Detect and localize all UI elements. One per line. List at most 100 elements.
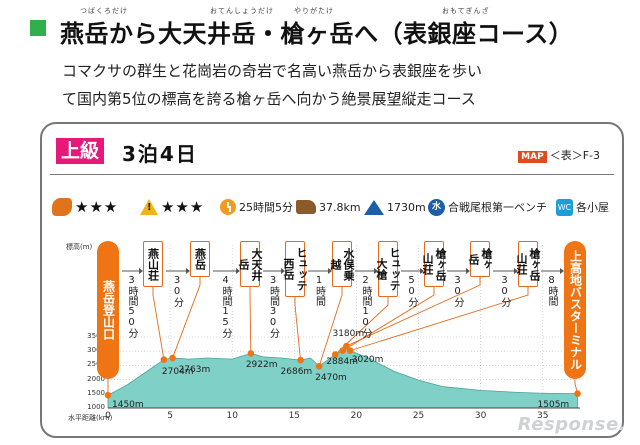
difficulty-stat: ★★★	[140, 196, 204, 218]
leg-time-label: 2時間10分	[360, 275, 371, 338]
stamina-stars: ★★★	[75, 198, 119, 216]
elevation-label: 1505m	[537, 399, 570, 410]
map-ref-text: ＜表＞F-3	[549, 149, 600, 162]
elevation-value: 1730m	[387, 200, 426, 214]
elevation-label: 2922m	[245, 360, 278, 371]
section-marker-icon	[30, 20, 46, 36]
y-tick-label: 1000	[87, 403, 105, 411]
waypoint-dot	[315, 362, 323, 370]
watermark: Response.	[517, 414, 626, 435]
elevation-label: 2884m	[326, 357, 358, 368]
y-axis-title: 標高(m)	[66, 243, 93, 251]
toilet-stat: WC 各小屋	[556, 196, 609, 218]
ruby-omotenginza: おもてぎんざ	[442, 7, 490, 15]
leader-line	[342, 287, 435, 352]
waypoint-dot	[160, 356, 168, 363]
waypoint-dot	[104, 391, 112, 399]
y-tick-label: 2000	[87, 374, 105, 383]
leg-time-label: 30分	[499, 275, 510, 307]
waypoint-dot	[332, 351, 339, 358]
stamina-stat: ★★★	[52, 196, 118, 218]
water-stat: 水 合戦尾根第一ベンチ	[428, 196, 547, 218]
elevation-label: 2470m	[315, 373, 347, 384]
elevation-stat: 1730m	[364, 196, 426, 218]
route-arrowhead	[466, 268, 470, 274]
waypoint-dot	[346, 347, 354, 354]
leader-line	[574, 379, 578, 394]
station-box: ヒュッテ西岳	[282, 241, 308, 297]
route-arrowhead	[374, 268, 378, 274]
leg-time-label: 50分	[406, 275, 417, 307]
y-tick-label: 2500	[77, 360, 105, 368]
leader-line	[334, 297, 389, 355]
station-box: 槍ヶ岳山荘	[515, 241, 541, 287]
elevation-label: 3020m	[351, 354, 384, 365]
x-tick-label: 20	[350, 411, 363, 421]
leader-line	[294, 297, 301, 361]
y-tick-label: 3000	[77, 346, 105, 354]
x-tick-label: 25	[412, 411, 425, 421]
station-box: 燕岳	[190, 241, 210, 277]
station-box: 大天井岳	[237, 241, 263, 287]
warning-icon	[140, 199, 158, 215]
x-axis-title: 水平距離(km)	[68, 414, 113, 422]
elevation-label: 3180m	[332, 329, 365, 340]
route-arrowhead	[139, 268, 143, 274]
leg-time-label: 1時間	[313, 275, 325, 306]
toilet-icon: WC	[556, 198, 573, 216]
duration-label: 3泊4日	[122, 142, 198, 166]
station-box: 燕山荘	[143, 241, 163, 287]
waypoint-dot	[339, 347, 347, 354]
clock-icon	[220, 199, 236, 215]
waypoint-dot	[343, 342, 350, 350]
x-tick-label: 35	[537, 411, 549, 421]
difficulty-stars: ★★★	[161, 198, 205, 216]
station-box: 上高地バスターミナル	[564, 241, 586, 379]
leg-time-label: 3時間50分	[126, 275, 137, 338]
waypoint-dot	[247, 350, 255, 357]
elevation-label: 2704m	[161, 366, 194, 377]
stats-row: ★★★ ★★★ 25時間5分 37.8km 1730m 水 合戦尾根第一ベンチ …	[52, 196, 622, 218]
station-box: 燕岳登山口	[97, 241, 119, 379]
time-stat: 25時間5分	[220, 196, 293, 218]
station-box: ヒュッテ大槍	[375, 241, 401, 297]
elevation-chart	[104, 245, 581, 409]
leg-time-label: 4時間15分	[220, 275, 231, 338]
x-tick-label: 10	[226, 411, 238, 421]
water-value: 合戦尾根第一ベンチ	[448, 201, 547, 214]
map-tag: MAP	[518, 151, 547, 163]
ruby-tsubakurodake: つばくろだけ	[80, 7, 128, 15]
description-line-2: て国内第5位の標高を誇る槍ヶ岳へ向かう絶景展望縦走コース	[62, 90, 476, 108]
distance-value: 37.8km	[319, 200, 361, 214]
station-box: 槍ヶ岳	[467, 241, 493, 277]
x-tick-label: 5	[167, 411, 173, 421]
map-reference: MAP ＜表＞F-3	[518, 147, 600, 163]
route-arrowhead	[420, 268, 424, 274]
mountain-icon	[364, 199, 384, 215]
elevation-label: 2763m	[178, 364, 211, 375]
leg-time-label: 30分	[171, 275, 183, 307]
boot-icon	[296, 200, 316, 214]
leg-time-label: 30分	[452, 275, 463, 307]
ruby-otenshodake: おてんしょうだけ	[210, 7, 274, 15]
elevation-label: 1450m	[112, 400, 144, 411]
route-arrowhead	[236, 268, 240, 274]
route-arrowhead	[514, 268, 518, 274]
elevation-label: 2686m	[280, 367, 313, 378]
station-box: 槍ヶ岳山荘	[421, 241, 447, 287]
x-tick-label: 15	[288, 411, 301, 421]
leader-line	[346, 277, 481, 347]
route-arrowhead	[186, 268, 190, 274]
route-arrowhead	[328, 268, 332, 274]
leader-line	[172, 277, 201, 359]
waypoint-dot	[574, 390, 581, 397]
ruby-yarigatake: やりがたけ	[294, 7, 334, 15]
arm-icon	[52, 198, 72, 216]
waypoint-dot	[297, 356, 304, 364]
route-arrowhead	[281, 268, 285, 274]
leg-time-label: 3時間30分	[267, 275, 279, 338]
level-badge: 上級	[56, 138, 104, 164]
waypoint-dot	[169, 354, 176, 362]
x-tick-label: 30	[474, 411, 487, 421]
leader-line	[249, 287, 252, 354]
